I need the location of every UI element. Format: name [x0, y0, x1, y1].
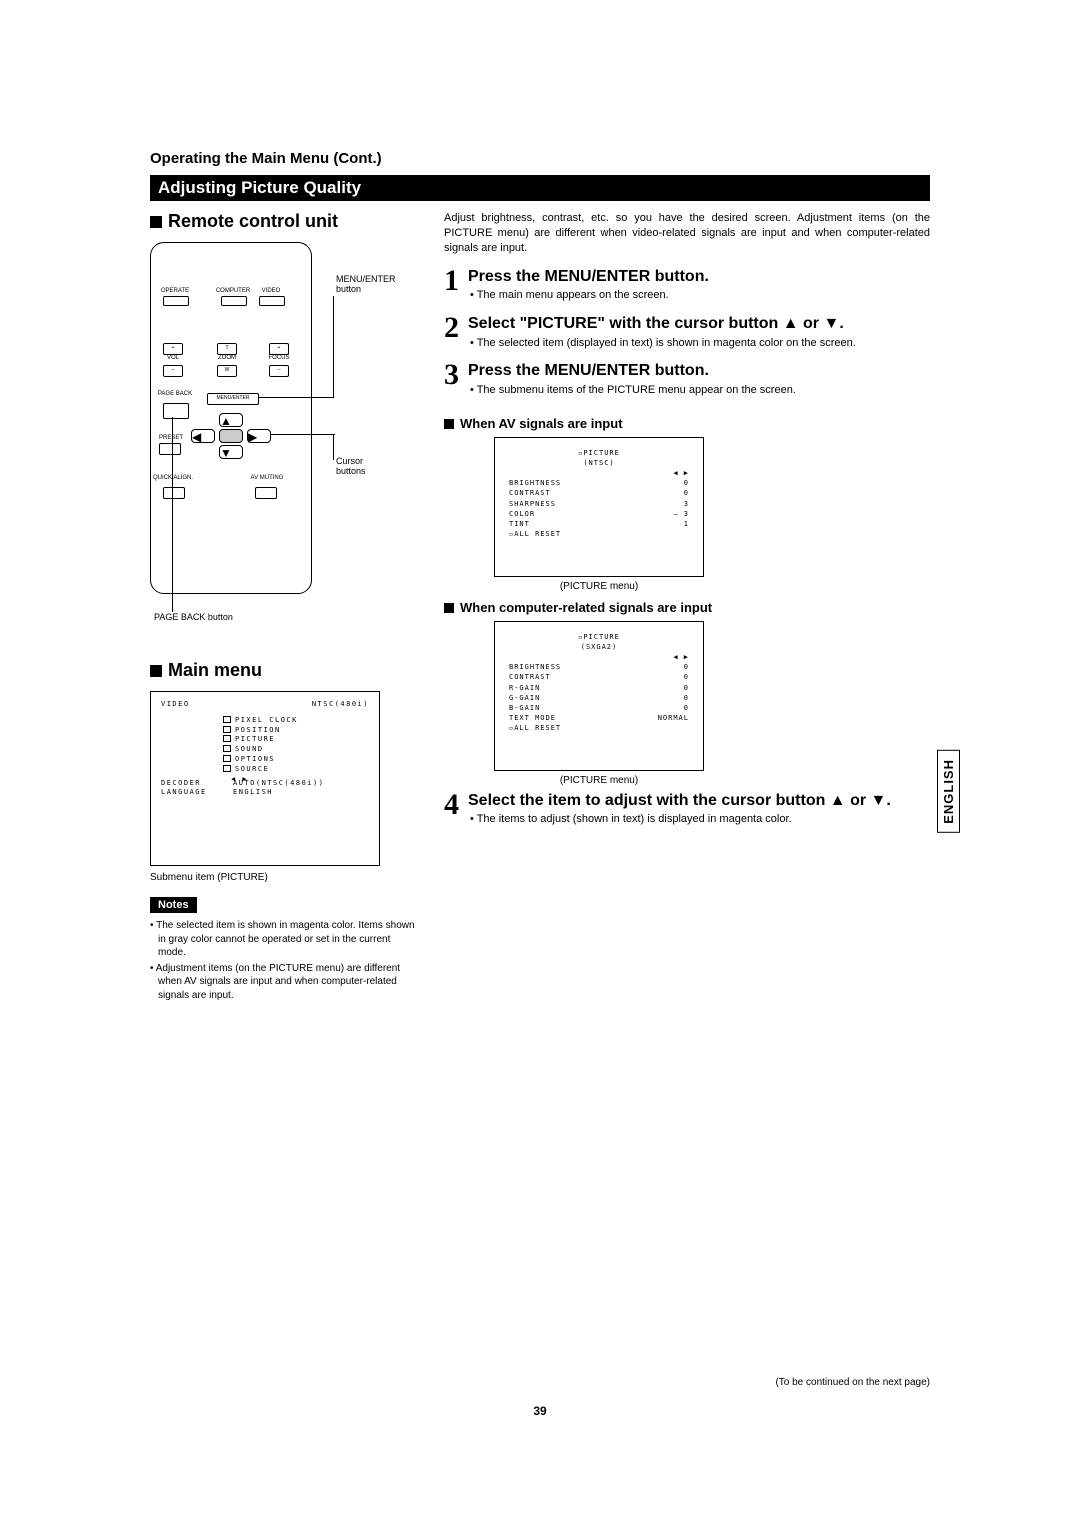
pc-subheading: When computer-related signals are input	[444, 600, 930, 615]
av-osd: ▫PICTURE (NTSC) ◀ ▶ BRIGHTNESS0CONTRAST0…	[494, 437, 704, 577]
callout-cursor: Cursor buttons	[336, 456, 380, 476]
pc-caption: (PICTURE menu)	[494, 775, 704, 786]
continued-text: (To be continued on the next page)	[775, 1377, 930, 1388]
av-subheading: When AV signals are input	[444, 416, 930, 431]
mainmenu-caption: Submenu item (PICTURE)	[150, 872, 420, 883]
step-3: 3 Press the MENU/ENTER button. • The sub…	[444, 362, 930, 407]
remote-diagram: OPERATE COMPUTER VIDEO + VOL – T ZOOM W …	[150, 242, 380, 642]
step-1: 1 Press the MENU/ENTER button. • The mai…	[444, 268, 930, 313]
notes-label: Notes	[150, 897, 197, 913]
av-caption: (PICTURE menu)	[494, 581, 704, 592]
pc-osd: ▫PICTURE (SXGA2) ◀ ▶ BRIGHTNESS0CONTRAST…	[494, 621, 704, 771]
remote-heading: Remote control unit	[150, 211, 420, 232]
page-number: 39	[0, 1404, 1080, 1418]
callout-pageback: PAGE BACK button	[154, 612, 233, 622]
mainmenu-diagram: VIDEONTSC(480i) PIXEL CLOCKPOSITIONPICTU…	[150, 691, 380, 866]
intro-text: Adjust brightness, contrast, etc. so you…	[444, 211, 930, 256]
callout-menu-enter: MENU/ENTER button	[336, 274, 396, 294]
step-4: 4 Select the item to adjust with the cur…	[444, 792, 930, 837]
breadcrumb: Operating the Main Menu (Cont.)	[150, 150, 930, 167]
notes-list: • The selected item is shown in magenta …	[150, 919, 420, 1002]
section-heading: Adjusting Picture Quality	[150, 175, 930, 201]
step-2: 2 Select "PICTURE" with the cursor butto…	[444, 315, 930, 360]
language-tab: ENGLISH	[937, 750, 960, 833]
mainmenu-heading: Main menu	[150, 660, 420, 681]
